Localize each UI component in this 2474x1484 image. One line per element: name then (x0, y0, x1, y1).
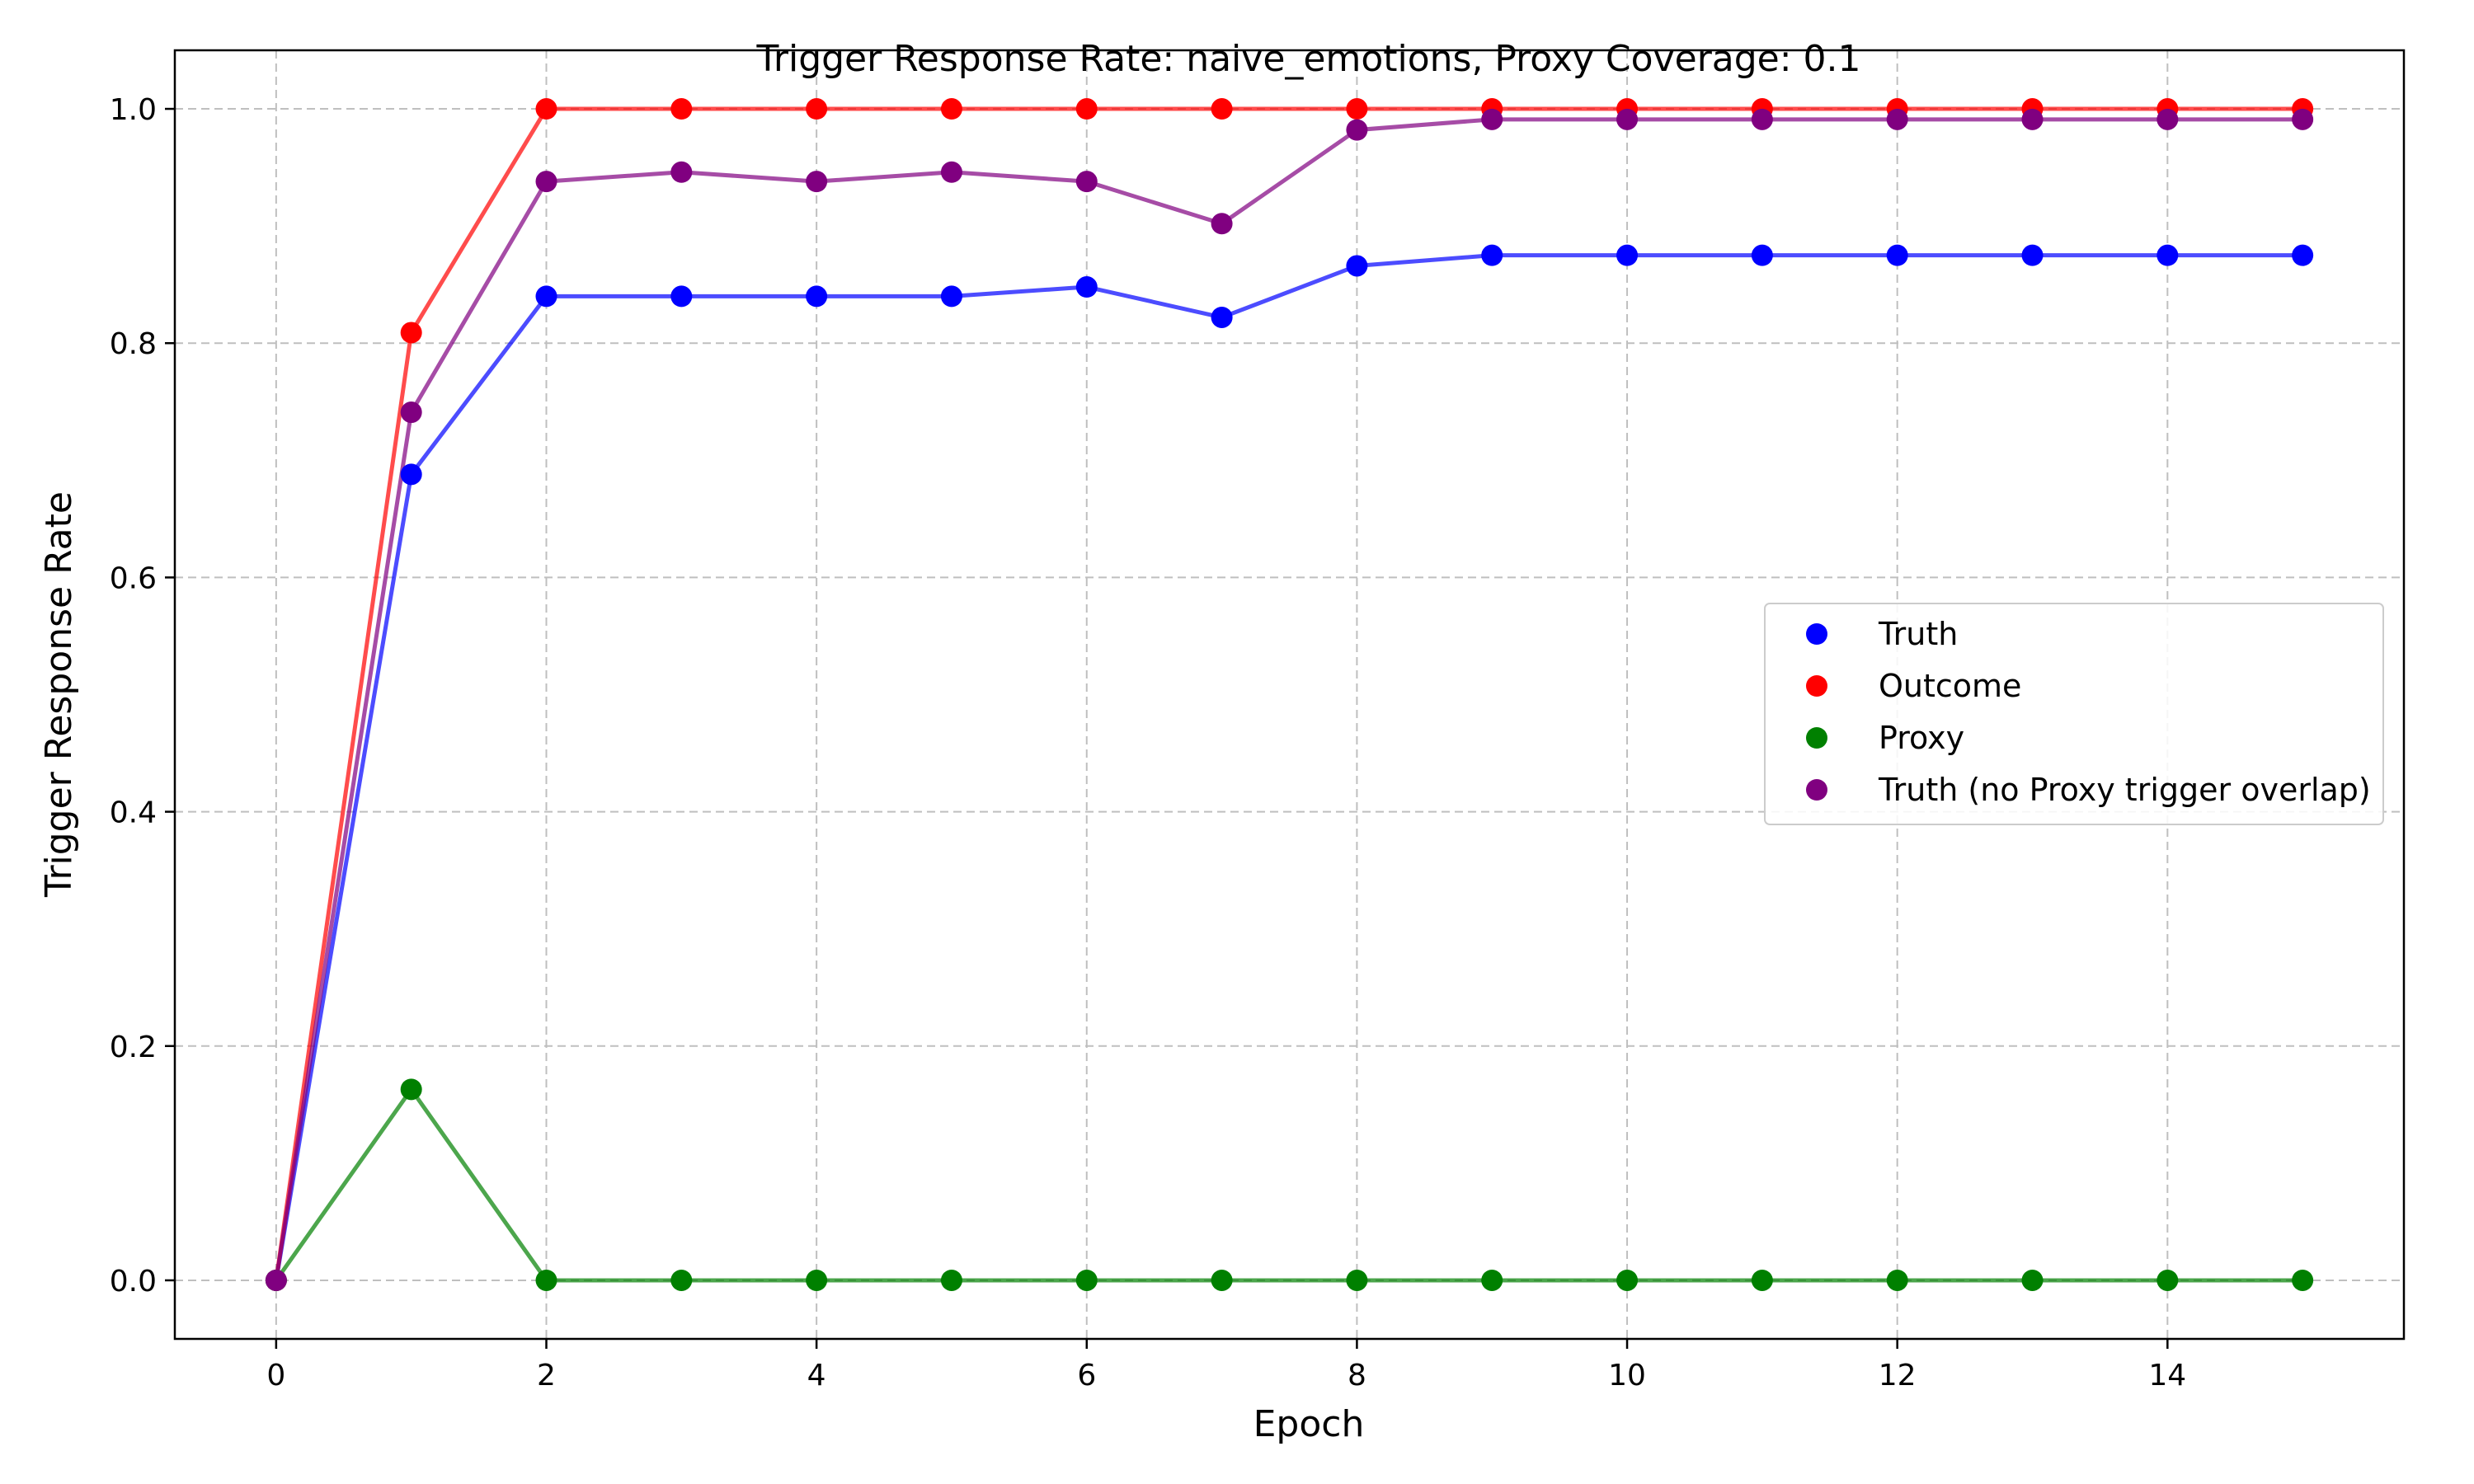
data-point-s0-p7 (1211, 306, 1233, 328)
data-point-s1-p8 (1346, 98, 1368, 120)
legend-label-0: Truth (1878, 616, 1958, 652)
series-line-1 (274, 106, 2303, 1281)
x-tick-label-1: 2 (537, 1359, 556, 1392)
data-point-s2-p7 (1211, 1269, 1233, 1291)
legend-label-1: Outcome (1879, 668, 2021, 704)
data-point-s3-p9 (1481, 108, 1503, 130)
data-point-s1-p6 (1075, 98, 1098, 120)
x-tick-label-5: 10 (1608, 1359, 1646, 1392)
data-point-s3-p5 (940, 161, 962, 183)
data-point-s2-p2 (535, 1269, 557, 1291)
data-point-s2-p12 (1886, 1269, 1908, 1291)
data-point-s2-p4 (806, 1269, 828, 1291)
legend-label-2: Proxy (1879, 720, 1964, 756)
data-point-s0-p4 (806, 285, 828, 308)
data-point-s3-p14 (2157, 108, 2179, 130)
y-axis-label: Trigger Response Rate (38, 491, 80, 898)
data-point-s3-p8 (1346, 119, 1368, 141)
data-point-s1-p5 (940, 98, 962, 120)
chart-title: Trigger Response Rate: naive_emotions, P… (755, 38, 1860, 80)
x-axis-ticks: 0 2 4 6 8 10 12 14 (266, 1339, 2186, 1392)
data-point-s2-p6 (1075, 1269, 1098, 1291)
data-point-s3-p3 (670, 161, 693, 183)
data-point-s0-p12 (1886, 244, 1908, 266)
y-tick-label-4: 0.8 (110, 327, 157, 361)
data-point-s0-p6 (1075, 276, 1098, 298)
data-point-s1-p7 (1211, 98, 1233, 120)
x-tick-label-6: 12 (1879, 1359, 1917, 1392)
series-line-0 (274, 253, 2303, 1281)
x-axis-label: Epoch (1253, 1403, 1365, 1445)
y-tick-label-5: 1.0 (110, 93, 157, 127)
data-point-s2-p15 (2292, 1269, 2314, 1291)
data-point-s0-p14 (2157, 244, 2179, 266)
data-point-s1-p4 (806, 98, 828, 120)
data-point-s3-p4 (806, 171, 828, 193)
data-point-s0-p9 (1481, 244, 1503, 266)
legend-label-3: Truth (no Proxy trigger overlap) (1878, 772, 2371, 808)
data-point-s1-p1 (400, 322, 422, 344)
legend: Truth Outcome Proxy Truth (no Proxy trigger… (1764, 603, 2384, 825)
data-point-s2-p5 (940, 1269, 962, 1291)
x-tick-label-4: 8 (1348, 1359, 1366, 1392)
data-point-s3-p0 (265, 1269, 287, 1291)
data-point-s0-p8 (1346, 255, 1368, 277)
plot-frame (173, 49, 2406, 1341)
data-point-s1-p3 (670, 98, 693, 120)
x-tick-label-2: 4 (807, 1359, 826, 1392)
legend-marker-1 (1806, 675, 1827, 697)
legend-marker-0 (1806, 623, 1827, 645)
data-point-s0-p5 (940, 285, 962, 308)
data-point-s3-p1 (400, 402, 422, 424)
data-point-s0-p2 (535, 285, 557, 308)
y-tick-label-3: 0.6 (110, 561, 157, 595)
y-tick-label-2: 0.4 (110, 796, 157, 830)
legend-box (1764, 603, 2384, 825)
series-line-3 (274, 117, 2303, 1281)
series-line-2 (274, 1087, 2303, 1283)
data-point-s3-p2 (535, 171, 557, 193)
data-point-s2-p1 (400, 1078, 422, 1101)
data-point-s3-p11 (1751, 108, 1773, 130)
data-point-s1-p2 (535, 98, 557, 120)
data-point-s3-p12 (1886, 108, 1908, 130)
data-point-s2-p10 (1616, 1269, 1639, 1291)
data-point-s2-p11 (1751, 1269, 1773, 1291)
data-point-s3-p10 (1616, 108, 1639, 130)
data-point-s3-p6 (1075, 171, 1098, 193)
x-tick-label-0: 0 (266, 1359, 285, 1392)
y-tick-label-1: 0.2 (110, 1031, 157, 1064)
legend-marker-2 (1806, 727, 1827, 749)
x-tick-label-3: 6 (1077, 1359, 1096, 1392)
data-point-s2-p13 (2021, 1269, 2044, 1291)
data-point-s0-p13 (2021, 244, 2044, 266)
x-tick-label-7: 14 (2148, 1359, 2186, 1392)
data-point-s3-p7 (1211, 213, 1233, 235)
data-point-s2-p14 (2157, 1269, 2179, 1291)
data-point-s3-p15 (2292, 108, 2314, 130)
data-point-s3-p13 (2021, 108, 2044, 130)
data-point-s0-p3 (670, 285, 693, 308)
y-tick-label-0: 0.0 (110, 1265, 157, 1298)
data-point-s0-p11 (1751, 244, 1773, 266)
data-point-s0-p1 (400, 463, 422, 486)
data-point-s0-p10 (1616, 244, 1639, 266)
series-points (265, 98, 2314, 1291)
legend-marker-3 (1806, 779, 1827, 801)
series-lines (274, 106, 2303, 1283)
data-point-s2-p8 (1346, 1269, 1368, 1291)
data-point-s2-p9 (1481, 1269, 1503, 1291)
data-point-s0-p15 (2292, 244, 2314, 266)
data-point-s2-p3 (670, 1269, 693, 1291)
y-axis-ticks: 0.0 0.2 0.4 0.6 0.8 1.0 (110, 93, 175, 1298)
